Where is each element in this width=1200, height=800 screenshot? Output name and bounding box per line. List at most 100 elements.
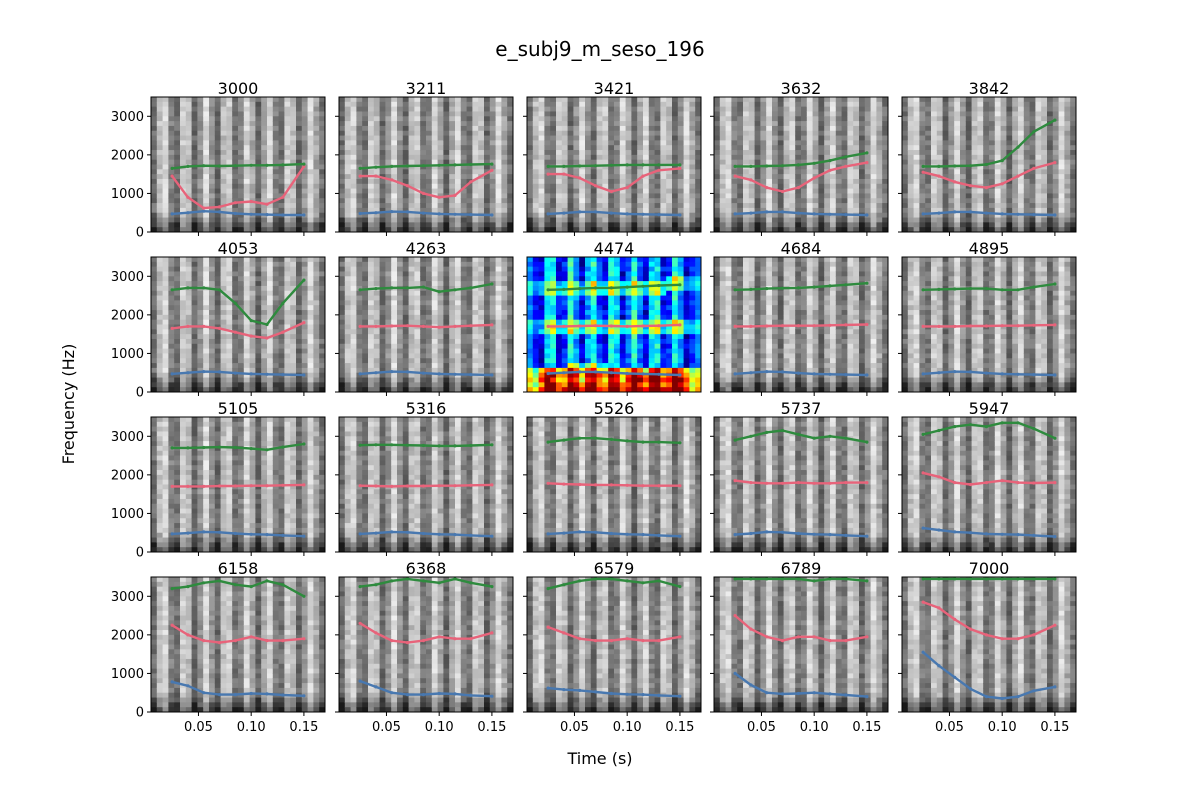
panel-frame [338, 576, 514, 713]
formant-point [546, 212, 550, 216]
formant-track-f1 [358, 210, 494, 217]
formant-point [733, 324, 737, 328]
panel-title: 3842 [969, 79, 1010, 98]
formant-point [780, 577, 785, 581]
formant-point [358, 443, 362, 447]
formant-point [657, 639, 661, 643]
formant-track-f1 [921, 526, 1057, 539]
panel-title: 6789 [781, 559, 822, 578]
formant-point [678, 585, 682, 589]
formant-point [358, 532, 362, 536]
formant-point [562, 324, 566, 328]
formant-point [546, 481, 550, 485]
formant-point [358, 211, 362, 216]
formant-point [546, 172, 550, 176]
formant-point [421, 324, 425, 328]
formant-point [453, 372, 457, 376]
formant-point [984, 186, 989, 190]
formant-point [921, 577, 925, 581]
formant-point [546, 686, 550, 690]
formant-point [265, 484, 269, 488]
formant-point [546, 164, 550, 168]
formant-point [265, 579, 269, 583]
formant-point [641, 324, 645, 328]
formant-point [358, 484, 362, 488]
formant-point [984, 633, 989, 637]
formant-track-f3 [358, 282, 494, 294]
formant-point [421, 443, 425, 448]
formant-track-f3 [546, 163, 682, 168]
formant-point [678, 163, 682, 167]
formant-point [217, 205, 222, 209]
formant-point [1016, 637, 1020, 641]
formant-point [1032, 427, 1036, 431]
formant-point [1000, 159, 1004, 163]
formant-point [1032, 130, 1036, 134]
formant-point [657, 168, 661, 172]
formant-point [593, 184, 598, 188]
formant-point [921, 324, 925, 328]
formant-point [437, 691, 441, 696]
formant-track-f3 [358, 443, 494, 448]
formant-point [780, 210, 785, 214]
formant-track-f1 [921, 650, 1057, 701]
formant-point [265, 213, 269, 217]
formant-point [578, 210, 582, 214]
formant-point [921, 432, 925, 436]
x-tick-label: 0.05 [372, 720, 401, 735]
formant-point [562, 482, 566, 486]
formant-point [170, 446, 174, 450]
formant-point [281, 445, 285, 449]
formant-track-f1 [170, 370, 306, 377]
formant-point [281, 639, 285, 643]
formant-point [609, 163, 614, 167]
formant-point [984, 532, 989, 536]
formant-point [865, 161, 869, 165]
formant-point [641, 372, 645, 376]
formant-point [593, 324, 598, 328]
formant-point [968, 531, 973, 535]
panel-6579: 6579 0.05 0.10 0.15 [523, 559, 702, 735]
formant-point [281, 373, 285, 377]
formant-point [657, 440, 661, 444]
formant-point [796, 635, 801, 639]
spectrogram-background [714, 97, 888, 232]
formant-point [953, 324, 957, 328]
formant-point [186, 585, 190, 589]
formant-point [281, 195, 285, 199]
formant-point [968, 210, 973, 214]
formant-point [657, 372, 661, 376]
formant-point [302, 373, 306, 377]
formant-point [1032, 373, 1036, 377]
panel-title: 4474 [594, 239, 635, 258]
formant-point [733, 212, 737, 216]
formant-point [281, 330, 285, 334]
x-tick-label: 0.15 [477, 720, 506, 735]
formant-point [937, 287, 941, 291]
formant-point [421, 371, 425, 375]
formant-point [186, 371, 190, 375]
formant-point [233, 639, 237, 643]
formant-point [233, 301, 237, 305]
panel-title: 6158 [218, 559, 259, 578]
formant-point [358, 166, 362, 170]
formant-point [609, 189, 614, 194]
formant-point [186, 446, 190, 450]
formant-track-f3 [358, 162, 494, 170]
panel-6158: 6158 0.05 0.10 0.15 0 1000 2000 3000 [111, 559, 326, 735]
formant-point [796, 531, 801, 536]
formant-point [186, 195, 190, 199]
formant-point [953, 370, 957, 374]
formant-point [733, 479, 737, 483]
spectrogram-background [527, 577, 701, 712]
formant-point [865, 281, 869, 285]
formant-point [562, 211, 566, 215]
formant-point [796, 286, 801, 290]
formant-point [265, 336, 269, 340]
formant-track-f2 [170, 623, 306, 645]
panel-frame [526, 96, 702, 233]
formant-point [812, 372, 816, 376]
formant-point [780, 530, 785, 534]
formant-point [1016, 212, 1020, 216]
y-tick-label: 0 [136, 226, 144, 241]
